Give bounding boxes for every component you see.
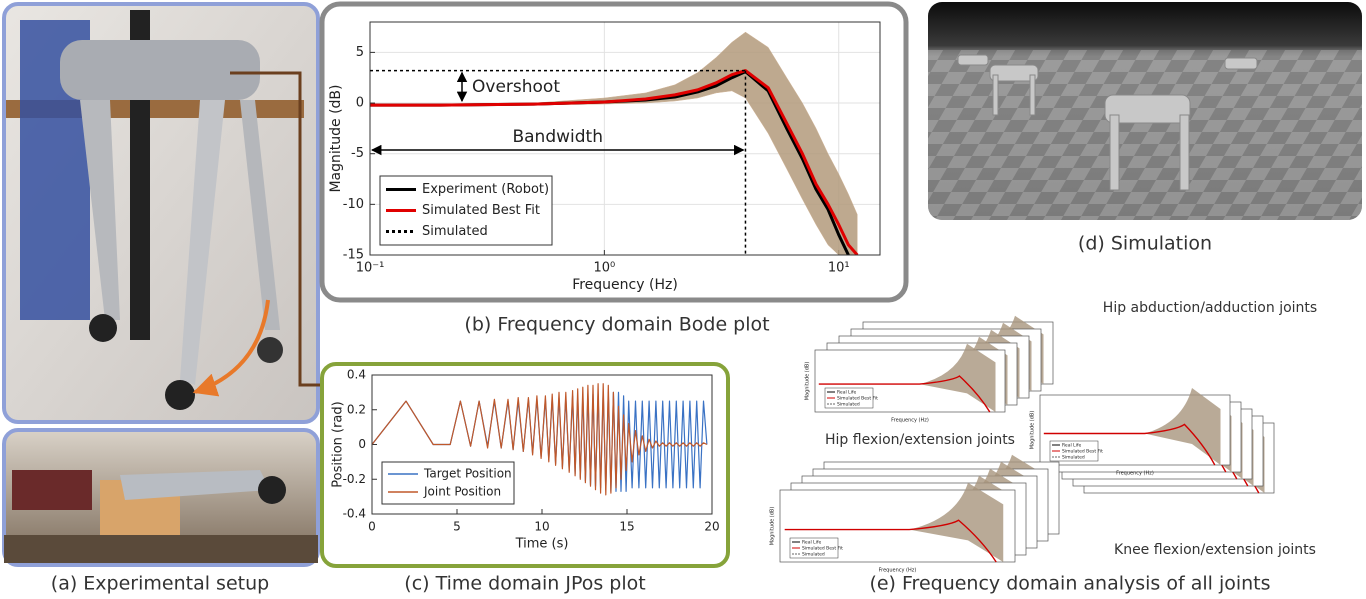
y-tick-label: 0 (358, 437, 366, 451)
caption: (b) Frequency domain Bode plot (464, 314, 769, 336)
x-tick-label: 0 (368, 520, 376, 534)
x-tick-label: 10⁻¹ (356, 261, 385, 276)
mini-x-label: Frequency (Hz) (879, 568, 917, 574)
photo-setup (4, 4, 362, 565)
mini-legend-label: Simulated (837, 402, 860, 408)
caption: (a) Experimental setup (51, 573, 269, 595)
mini-legend-label: Simulated (802, 552, 825, 558)
x-tick-label: 10⁰ (593, 261, 615, 276)
legend-label: Simulated Best Fit (422, 203, 540, 218)
mini-legend-label: Simulated Best Fit (837, 396, 878, 402)
mini-x-label: Frequency (Hz) (891, 418, 929, 424)
annotation: Bandwidth (512, 127, 603, 147)
y-tick-label: 5 (356, 45, 364, 60)
y-tick-label: 0.2 (347, 402, 366, 416)
figure: (a) Experimental setup (b) Frequency dom… (0, 0, 1366, 599)
x-axis-label: Frequency (Hz) (572, 277, 678, 293)
x-tick-label: 20 (704, 520, 719, 534)
caption: (e) Frequency domain analysis of all joi… (869, 573, 1270, 595)
mini-legend-label: Real Life (1062, 443, 1081, 449)
legend-label: Simulated (422, 224, 488, 239)
mini-legend-label: Simulated Best Fit (802, 546, 843, 552)
y-tick-label: 0 (356, 96, 364, 111)
mini-legend-label: Real Life (802, 540, 821, 546)
mini-legend-label: Real Life (837, 390, 856, 396)
mini-y-label: Magnitude (dB) (770, 507, 776, 546)
x-tick-label: 10¹ (828, 261, 850, 276)
mini-y-label: Magnitude (dB) (1030, 411, 1036, 450)
mini-y-label: Magnitude (dB) (805, 362, 811, 401)
group-label: Knee flexion/extension joints (1114, 542, 1316, 558)
y-tick-label: -0.2 (343, 472, 366, 486)
x-axis-label: Time (s) (515, 537, 569, 552)
legend-label: Experiment (Robot) (422, 182, 549, 197)
x-tick-label: 5 (453, 520, 461, 534)
x-tick-label: 15 (619, 520, 634, 534)
mini-legend-label: Simulated Best Fit (1062, 449, 1103, 455)
photo-simulation (928, 2, 1362, 220)
caption: (d) Simulation (1078, 233, 1212, 255)
y-tick-label: 0.4 (347, 368, 366, 382)
mini-legend-label: Simulated (1062, 455, 1085, 461)
page: (a) Experimental setup (b) Frequency dom… (0, 0, 1366, 599)
x-tick-label: 10 (534, 520, 549, 534)
y-tick-label: -5 (351, 146, 364, 161)
y-axis-label: Magnitude (dB) (328, 84, 344, 192)
legend-label: Joint Position (423, 485, 501, 499)
legend-label: Target Position (423, 467, 512, 481)
caption: (c) Time domain JPos plot (404, 573, 645, 595)
mini-x-label: Frequency (Hz) (1116, 471, 1154, 477)
y-axis-label: Position (rad) (331, 401, 346, 487)
group-label: Hip flexion/extension joints (825, 432, 1015, 448)
y-tick-label: -10 (343, 197, 364, 212)
annotation: Overshoot (472, 77, 560, 97)
y-tick-label: -0.4 (343, 507, 366, 521)
group-label: Hip abduction/adduction joints (1103, 300, 1317, 316)
